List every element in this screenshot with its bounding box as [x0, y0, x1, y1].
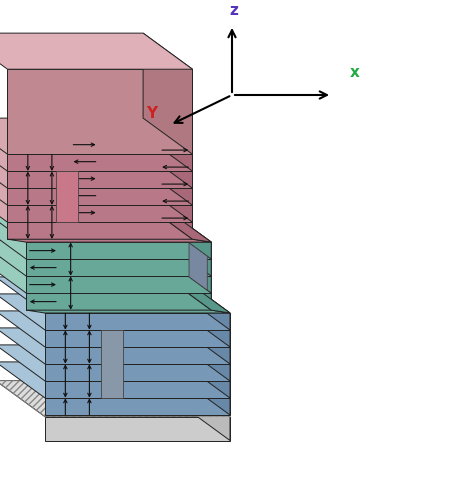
Polygon shape [189, 243, 207, 290]
Polygon shape [26, 259, 211, 276]
Polygon shape [0, 152, 193, 188]
Polygon shape [26, 293, 211, 310]
Polygon shape [0, 223, 211, 259]
Polygon shape [143, 135, 193, 188]
Polygon shape [8, 171, 193, 188]
Polygon shape [100, 330, 123, 398]
Polygon shape [26, 276, 211, 293]
Polygon shape [180, 311, 230, 364]
Text: x: x [350, 64, 360, 79]
Polygon shape [45, 398, 230, 415]
Polygon shape [162, 257, 211, 310]
Polygon shape [0, 118, 193, 154]
Polygon shape [0, 257, 211, 293]
Polygon shape [143, 33, 193, 154]
Polygon shape [143, 203, 211, 242]
Polygon shape [8, 222, 193, 239]
Polygon shape [0, 311, 230, 347]
Polygon shape [0, 345, 230, 381]
Polygon shape [8, 188, 193, 205]
Polygon shape [45, 347, 230, 364]
Polygon shape [180, 277, 230, 330]
Polygon shape [45, 330, 230, 347]
Polygon shape [0, 240, 211, 276]
Polygon shape [143, 186, 193, 239]
Polygon shape [180, 328, 230, 381]
Polygon shape [162, 240, 211, 293]
Polygon shape [0, 277, 230, 313]
Polygon shape [0, 33, 193, 69]
Polygon shape [45, 364, 230, 381]
Polygon shape [162, 274, 230, 313]
Text: z: z [230, 3, 238, 18]
Polygon shape [143, 118, 193, 171]
Polygon shape [143, 169, 193, 222]
Polygon shape [0, 206, 211, 242]
Polygon shape [0, 362, 230, 398]
Polygon shape [8, 154, 193, 171]
Polygon shape [180, 294, 230, 347]
Polygon shape [45, 416, 230, 441]
Polygon shape [8, 239, 211, 242]
Text: Y: Y [146, 106, 158, 121]
Polygon shape [162, 223, 211, 276]
Polygon shape [45, 313, 230, 330]
Polygon shape [26, 310, 230, 313]
Polygon shape [0, 328, 230, 364]
Polygon shape [180, 345, 230, 398]
Polygon shape [0, 135, 193, 171]
Polygon shape [26, 242, 211, 259]
Polygon shape [0, 294, 230, 330]
Polygon shape [0, 186, 193, 222]
Polygon shape [8, 69, 193, 154]
Polygon shape [180, 381, 230, 441]
Polygon shape [45, 381, 230, 398]
Polygon shape [8, 205, 193, 222]
Polygon shape [0, 381, 230, 416]
Polygon shape [56, 171, 78, 222]
Polygon shape [180, 362, 230, 415]
Polygon shape [162, 206, 211, 259]
Polygon shape [143, 152, 193, 205]
Polygon shape [0, 169, 193, 205]
